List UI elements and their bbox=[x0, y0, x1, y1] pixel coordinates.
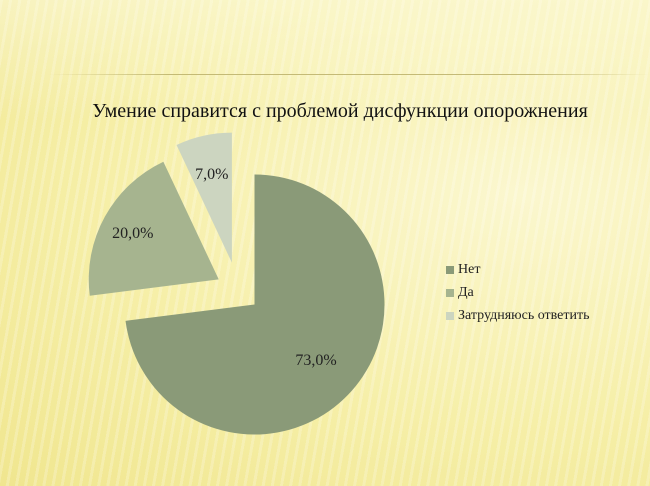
legend-label-unsure: Затрудняюсь ответить bbox=[458, 307, 590, 323]
legend-label-da: Да bbox=[458, 284, 474, 300]
legend-swatch-net bbox=[446, 265, 454, 274]
pie-slice-unsure bbox=[176, 132, 232, 263]
legend-swatch-da bbox=[446, 288, 454, 297]
data-label-da: 20,0% bbox=[112, 225, 153, 242]
legend-item-unsure: Затрудняюсь ответить bbox=[446, 304, 590, 327]
legend-label-net: Нет bbox=[458, 261, 481, 277]
legend-item-net: Нет bbox=[446, 258, 590, 281]
chart-title: Умение справится с проблемой дисфункции … bbox=[92, 100, 588, 122]
pie-slice-da bbox=[88, 161, 219, 296]
legend-item-da: Да bbox=[446, 281, 590, 304]
chart-legend: Нет Да Затрудняюсь ответить bbox=[446, 258, 590, 327]
data-label-unsure: 7,0% bbox=[195, 166, 228, 183]
data-label-net: 73,0% bbox=[295, 352, 336, 369]
legend-swatch-unsure bbox=[446, 311, 454, 320]
header-divider bbox=[48, 74, 650, 75]
pie-slice-net bbox=[125, 174, 385, 435]
